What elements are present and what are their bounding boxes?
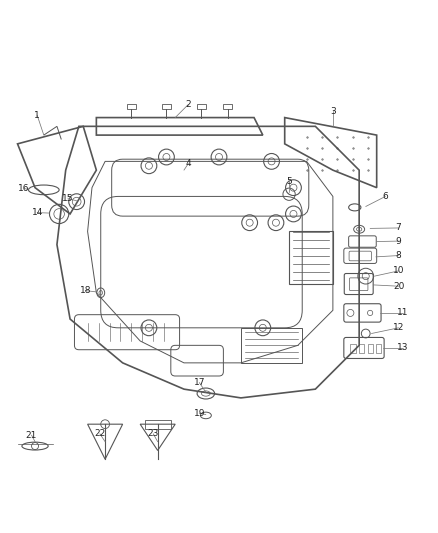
Text: 10: 10 [393, 266, 404, 276]
Text: 13: 13 [397, 343, 409, 352]
Text: 17: 17 [194, 378, 205, 387]
Bar [127, 104, 136, 109]
Bar [350, 344, 356, 353]
Text: 6: 6 [382, 192, 389, 201]
Text: 3: 3 [330, 107, 336, 116]
Text: 4: 4 [186, 159, 191, 168]
Bar [376, 344, 381, 353]
Text: 23: 23 [148, 429, 159, 438]
Text: 1: 1 [34, 111, 40, 120]
Bar [223, 104, 232, 109]
Text: 12: 12 [393, 324, 404, 332]
Text: 7: 7 [396, 223, 402, 232]
Text: 19: 19 [194, 409, 205, 418]
Text: 20: 20 [393, 282, 404, 290]
Text: 5: 5 [286, 176, 292, 185]
Bar [162, 104, 171, 109]
Bar [241, 328, 302, 363]
Text: 21: 21 [26, 431, 37, 440]
Bar [359, 344, 364, 353]
Text: 22: 22 [94, 429, 106, 438]
Text: 8: 8 [396, 251, 402, 260]
Text: 18: 18 [80, 286, 91, 295]
Text: 9: 9 [396, 237, 402, 246]
Text: 16: 16 [18, 184, 30, 193]
Text: 11: 11 [397, 309, 409, 318]
Text: 2: 2 [186, 100, 191, 109]
Text: 14: 14 [32, 208, 43, 217]
Bar [197, 104, 206, 109]
Text: 15: 15 [62, 194, 74, 203]
Bar [289, 231, 333, 284]
Bar [368, 344, 373, 353]
Bar [145, 420, 171, 429]
